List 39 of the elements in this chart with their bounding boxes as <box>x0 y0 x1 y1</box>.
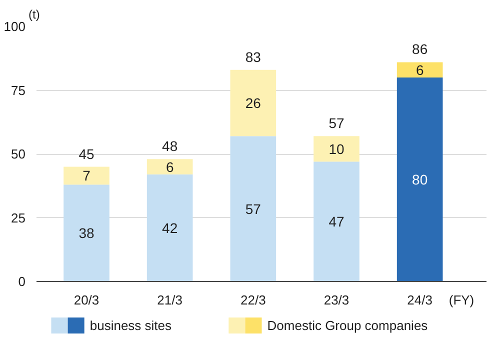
bar <box>146 174 193 282</box>
data-label: 26 <box>245 95 262 111</box>
bar <box>64 184 110 282</box>
x-axis-title: (FY) <box>448 292 474 308</box>
legend-label: business sites <box>90 318 172 333</box>
bar <box>396 62 443 78</box>
data-label: 6 <box>166 158 174 175</box>
bar <box>230 136 276 282</box>
total-label: 45 <box>78 146 94 162</box>
legend-label: Domestic Group companies <box>267 318 428 333</box>
bar <box>64 166 110 185</box>
y-tick-label: 75 <box>11 82 26 98</box>
y-tick-label: 0 <box>18 274 26 289</box>
data-label: 7 <box>82 168 91 184</box>
total-label: 86 <box>412 41 428 58</box>
x-tick-label: 24/3 <box>407 292 432 308</box>
y-tick-label: 100 <box>4 19 26 34</box>
bar <box>314 162 360 282</box>
data-label: 38 <box>78 225 94 242</box>
x-tick-label: 22/3 <box>240 292 266 308</box>
data-label: 57 <box>245 200 262 217</box>
bar <box>396 78 443 282</box>
total-label: 57 <box>328 115 344 132</box>
y-axis-title: (t) <box>28 8 40 22</box>
x-tick-label: 21/3 <box>157 292 182 308</box>
data-label: 6 <box>416 62 424 78</box>
total-label: 83 <box>245 48 262 65</box>
bar <box>230 70 276 136</box>
total-label: 48 <box>162 138 178 154</box>
data-label: 42 <box>162 220 178 236</box>
y-tick-label: 50 <box>11 146 26 162</box>
data-label: 47 <box>328 214 344 230</box>
y-tick-label: 25 <box>11 210 26 226</box>
data-label: 10 <box>328 140 344 157</box>
bar <box>146 159 193 174</box>
bar <box>314 136 360 162</box>
data-label: 80 <box>412 172 428 188</box>
x-tick-label: 23/3 <box>324 292 350 308</box>
x-tick-label: 20/3 <box>74 292 100 308</box>
